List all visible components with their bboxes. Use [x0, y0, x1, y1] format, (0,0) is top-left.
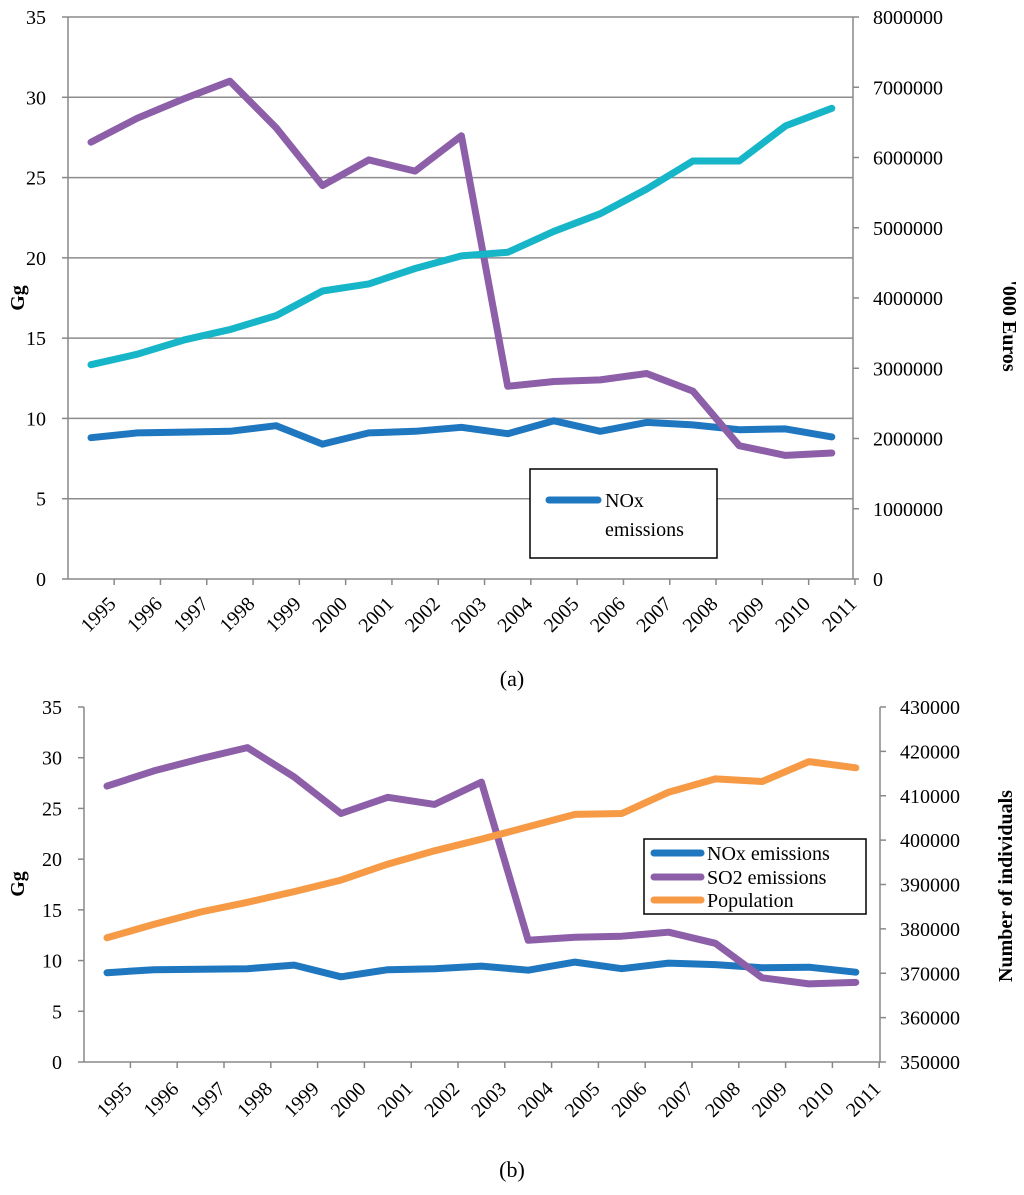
x-tick-1999: 1999 — [280, 1078, 324, 1122]
x-tick-2006: 2006 — [586, 593, 630, 637]
x-tick-2011: 2011 — [818, 593, 861, 636]
y-tick-20: 20 — [26, 248, 46, 270]
x-tick-2003: 2003 — [467, 1078, 511, 1122]
legend: NOx emissions SO2 emissions Population — [643, 838, 867, 915]
y-tick-25: 25 — [26, 168, 46, 190]
x-tick-labels: 1995 1996 1997 1998 1999 2000 2001 2002 2003 2004… — [77, 579, 861, 637]
x-tick-2000: 2000 — [308, 593, 352, 637]
series-line-gdp — [87, 104, 836, 369]
series-line-nox-emissions — [87, 417, 836, 448]
y-axis-title: Gg — [7, 871, 29, 897]
y2-tick-8000000: 8000000 — [873, 7, 943, 29]
x-tick-2007: 2007 — [654, 1078, 698, 1122]
legend-label-line-1: NOx — [605, 490, 644, 512]
panel-caption: (b) — [499, 1157, 525, 1182]
y2-tick-380000: 380000 — [900, 919, 960, 941]
y-tick-35: 35 — [26, 7, 46, 29]
x-tick-2005: 2005 — [561, 1078, 605, 1122]
y2-tick-0: 0 — [873, 569, 883, 591]
legend-box — [529, 468, 718, 559]
x-tick-2003: 2003 — [447, 593, 491, 637]
x-tick-labels: 1995 1996 1997 1998 1999 2000 2001 2002 2003 2004… — [93, 1062, 885, 1122]
y2-tick-labels: 350000 360000 370000 380000 390000 400000 4100… — [880, 697, 960, 1074]
legend-label-population: Population — [707, 890, 794, 912]
y-tick-10: 10 — [26, 408, 46, 430]
y-tick-0: 0 — [36, 569, 46, 591]
x-tick-1999: 1999 — [262, 593, 306, 637]
y-tick-labels: 0 5 10 15 20 25 30 35 — [26, 7, 68, 591]
y-tick-15: 15 — [42, 900, 62, 922]
chart-panel-a: 0 5 10 15 20 25 30 35 0 1000000 2000000 3000000 400… — [7, 7, 1020, 691]
y-tick-5: 5 — [36, 489, 46, 511]
x-tick-2001: 2001 — [354, 593, 398, 637]
y-tick-0: 0 — [52, 1052, 62, 1074]
x-tick-1996: 1996 — [123, 593, 167, 637]
y2-tick-2000000: 2000000 — [873, 429, 943, 451]
x-tick-2001: 2001 — [373, 1078, 417, 1122]
x-tick-1997: 1997 — [169, 593, 213, 637]
x-tick-2011: 2011 — [842, 1078, 885, 1121]
y2-tick-7000000: 7000000 — [873, 77, 943, 99]
panel-caption: (a) — [500, 666, 524, 691]
y2-tick-370000: 370000 — [900, 963, 960, 985]
x-tick-2010: 2010 — [795, 1078, 839, 1122]
series-line-nox-emissions — [103, 958, 860, 981]
y-tick-20: 20 — [42, 849, 62, 871]
y-tick-25: 25 — [42, 798, 62, 820]
x-tick-2008: 2008 — [679, 593, 723, 637]
series-line-population — [103, 758, 860, 942]
legend-label-line-2: emissions — [605, 519, 684, 541]
legend-label-so2: SO2 emissions — [707, 867, 827, 889]
y2-axis-title: '000 Euros — [998, 280, 1020, 372]
y2-tick-3000000: 3000000 — [873, 358, 943, 380]
legend-label-nox: NOx emissions — [707, 843, 830, 865]
x-tick-1996: 1996 — [139, 1078, 183, 1122]
y-tick-35: 35 — [42, 697, 62, 719]
series-lines — [103, 744, 860, 988]
x-tick-1995: 1995 — [93, 1078, 137, 1122]
y2-tick-labels: 0 1000000 2000000 3000000 4000000 5000000 6000… — [853, 7, 943, 591]
y2-tick-1000000: 1000000 — [873, 499, 943, 521]
y2-tick-420000: 420000 — [900, 741, 960, 763]
x-tick-2009: 2009 — [725, 593, 769, 637]
series-line-so2-emissions — [103, 744, 860, 988]
legend: NOx emissions — [529, 468, 718, 559]
y-tick-5: 5 — [52, 1001, 62, 1023]
y2-tick-6000000: 6000000 — [873, 148, 943, 170]
x-tick-1997: 1997 — [186, 1078, 230, 1122]
x-tick-2010: 2010 — [771, 593, 815, 637]
x-tick-2005: 2005 — [540, 593, 584, 637]
y-tick-30: 30 — [26, 87, 46, 109]
y2-tick-430000: 430000 — [900, 697, 960, 719]
y2-tick-400000: 400000 — [900, 830, 960, 852]
x-tick-2002: 2002 — [401, 593, 445, 637]
x-tick-2009: 2009 — [748, 1078, 792, 1122]
y-tick-30: 30 — [42, 748, 62, 770]
x-tick-2004: 2004 — [514, 1078, 558, 1122]
y2-tick-360000: 360000 — [900, 1008, 960, 1030]
y2-tick-5000000: 5000000 — [873, 218, 943, 240]
y2-tick-350000: 350000 — [900, 1052, 960, 1074]
y-tick-labels: 0 5 10 15 20 25 30 35 — [42, 697, 84, 1074]
x-tick-2002: 2002 — [420, 1078, 464, 1122]
x-tick-2007: 2007 — [632, 593, 676, 637]
y2-axis-title: Number of individuals — [995, 790, 1017, 982]
y-axis-title: Gg — [7, 285, 29, 311]
x-tick-1998: 1998 — [216, 593, 260, 637]
series-lines — [87, 77, 836, 459]
series-line-so2-emissions — [87, 77, 836, 459]
y-tick-15: 15 — [26, 328, 46, 350]
y2-tick-390000: 390000 — [900, 875, 960, 897]
y2-tick-4000000: 4000000 — [873, 288, 943, 310]
x-tick-2006: 2006 — [607, 1078, 651, 1122]
x-tick-2000: 2000 — [327, 1078, 371, 1122]
x-tick-1995: 1995 — [77, 593, 121, 637]
x-tick-1998: 1998 — [233, 1078, 277, 1122]
x-tick-2004: 2004 — [493, 593, 537, 637]
y2-tick-410000: 410000 — [900, 786, 960, 808]
y-tick-10: 10 — [42, 951, 62, 973]
x-tick-2008: 2008 — [701, 1078, 745, 1122]
